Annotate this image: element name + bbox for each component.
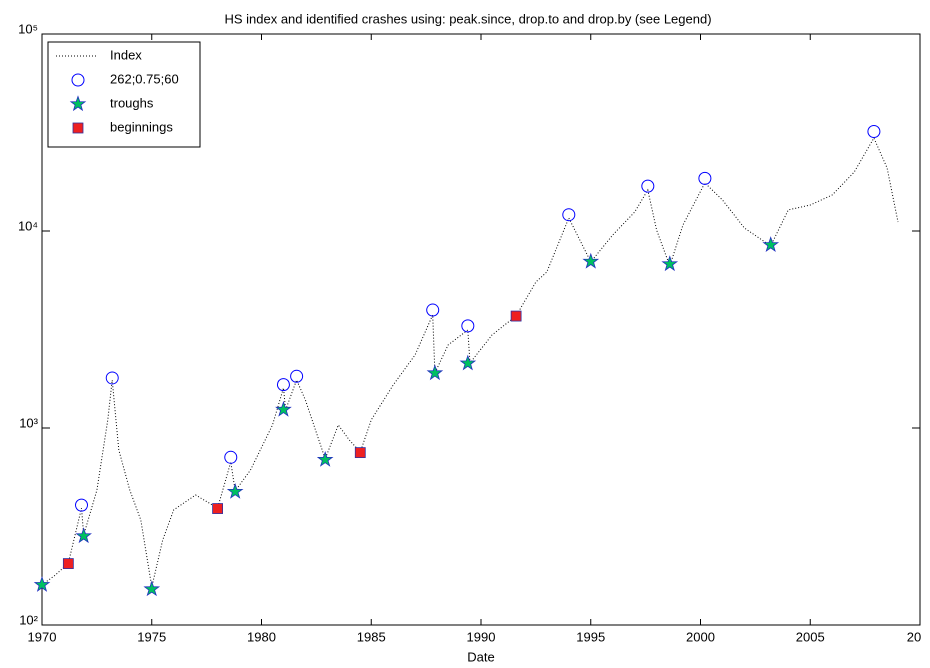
y-tick-label: 10⁵ bbox=[18, 21, 38, 36]
circle-marker bbox=[461, 319, 475, 333]
legend-label: troughs bbox=[110, 95, 154, 110]
square-marker bbox=[510, 310, 522, 322]
circle-marker bbox=[75, 498, 89, 512]
circle-marker bbox=[224, 450, 238, 464]
legend: Index 262;0.75;60 troughs beginnings bbox=[47, 41, 201, 148]
circle-marker bbox=[641, 179, 655, 193]
x-tick-label: 2005 bbox=[796, 629, 825, 644]
legend-swatch bbox=[72, 122, 84, 134]
star-marker bbox=[762, 236, 780, 253]
square-marker bbox=[354, 447, 366, 459]
legend-swatch bbox=[69, 95, 87, 112]
square-marker bbox=[62, 558, 74, 569]
legend-swatch bbox=[71, 73, 85, 87]
circle-marker bbox=[698, 171, 712, 185]
x-tick-label: 1970 bbox=[28, 629, 57, 644]
star-marker bbox=[582, 252, 600, 269]
x-tick-label: 1980 bbox=[247, 629, 276, 644]
legend-label: beginnings bbox=[110, 119, 173, 134]
star-marker bbox=[33, 576, 51, 592]
star-marker bbox=[426, 364, 444, 381]
x-tick-label: 2000 bbox=[686, 629, 715, 644]
circle-marker bbox=[276, 378, 290, 392]
y-tick-label: 10⁴ bbox=[18, 218, 38, 233]
square-marker bbox=[212, 503, 224, 514]
x-axis-label: Date bbox=[467, 649, 494, 664]
circle-marker bbox=[867, 124, 881, 138]
x-tick-label: 1975 bbox=[137, 629, 166, 644]
x-tick-label: 1995 bbox=[576, 629, 605, 644]
legend-box bbox=[47, 41, 201, 148]
y-tick-label: 10² bbox=[19, 612, 38, 627]
star-marker bbox=[75, 527, 92, 544]
star-marker bbox=[661, 255, 679, 272]
circle-marker bbox=[105, 371, 119, 385]
star-marker bbox=[143, 580, 161, 597]
y-tick-label: 10³ bbox=[19, 415, 38, 430]
star-marker bbox=[459, 354, 477, 371]
x-tick-label: 1990 bbox=[467, 629, 496, 644]
x-tick-label: 1985 bbox=[357, 629, 386, 644]
chart-title: HS index and identified crashes using: p… bbox=[224, 11, 711, 26]
star-marker bbox=[275, 400, 292, 417]
x-tick-label: 20 bbox=[907, 629, 921, 644]
index-line bbox=[41, 136, 899, 588]
star-marker bbox=[226, 482, 244, 499]
legend-label: 262;0.75;60 bbox=[110, 71, 179, 86]
circle-marker bbox=[562, 208, 576, 222]
circle-marker bbox=[290, 369, 304, 383]
circle-marker bbox=[426, 303, 440, 317]
star-marker bbox=[316, 450, 334, 467]
legend-label: Index bbox=[110, 47, 142, 62]
